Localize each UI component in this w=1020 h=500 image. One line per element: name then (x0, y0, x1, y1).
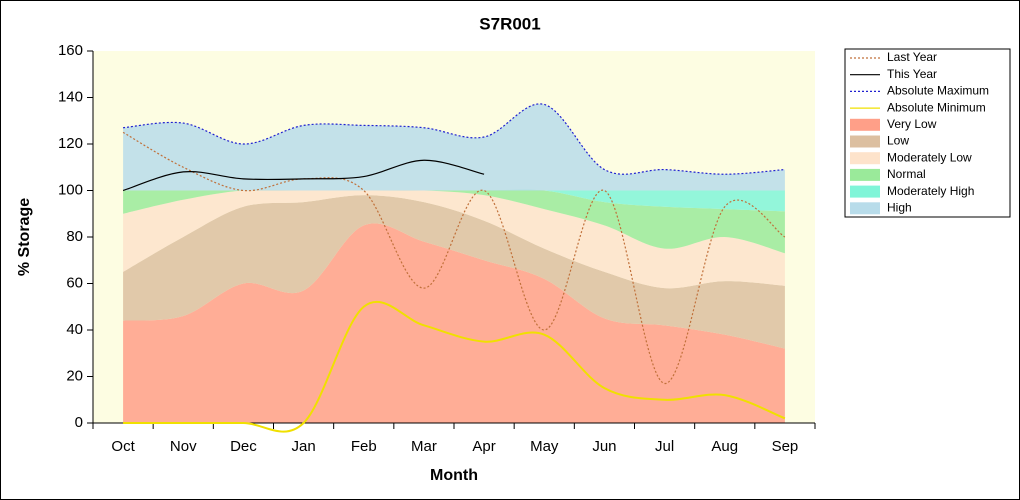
y-tick-label: 40 (66, 321, 83, 338)
legend-label: This Year (887, 67, 937, 81)
chart-title: S7R001 (479, 14, 540, 33)
x-tick-label: Sep (772, 438, 799, 455)
legend-swatch (850, 202, 880, 215)
y-tick-label: 20 (66, 367, 83, 384)
band-area (123, 189, 785, 254)
legend-label: High (887, 200, 912, 214)
x-axis-label: Month (430, 467, 478, 484)
plot: 0 20 40 60 80 100 120 140 160 Oct Nov Dec Jan Feb Mar A… (58, 42, 816, 455)
x-tick-label: Feb (351, 438, 377, 455)
band-area (123, 189, 785, 289)
legend-label: Absolute Minimum (887, 100, 986, 114)
x-tick-label: Aug (711, 438, 738, 455)
legend-label: Last Year (887, 50, 937, 64)
legend-label: Normal (887, 167, 926, 181)
legend: Last Year This Year Absolute Maximum Absolu… (850, 50, 989, 214)
y-axis-label: % Storage (16, 198, 33, 276)
series-line (123, 300, 786, 433)
y-tick-label: 120 (58, 135, 83, 152)
legend-swatch (850, 135, 880, 148)
x-tick-label: Jun (592, 438, 616, 455)
band-area (123, 189, 785, 212)
series-line (122, 131, 786, 385)
x-tick-label: Nov (170, 438, 197, 455)
legend-swatch (850, 118, 880, 131)
band-area (123, 223, 785, 423)
legend-swatch (850, 185, 880, 198)
y-tick-label: 100 (58, 181, 83, 198)
legend-label: Very Low (887, 117, 937, 131)
band-area (123, 103, 785, 191)
legend-swatch (850, 168, 880, 181)
y-tick-label: 0 (75, 414, 83, 431)
x-tick-label: Dec (230, 438, 257, 455)
band-area (123, 195, 785, 349)
x-tick-label: May (530, 438, 559, 455)
x-tick-label: Mar (411, 438, 437, 455)
x-tick-label: Apr (472, 438, 495, 455)
y-tick-label: 80 (66, 228, 83, 245)
y-tick-label: 140 (58, 88, 83, 105)
x-tick-label: Oct (111, 438, 135, 455)
legend-label: Moderately High (887, 184, 974, 198)
series-line (123, 103, 785, 175)
y-tick-label: 160 (58, 42, 83, 59)
legend-label: Absolute Maximum (887, 84, 989, 98)
legend-label: Moderately Low (887, 150, 972, 164)
x-tick-label: Jul (655, 438, 674, 455)
x-tick-label: Jan (291, 438, 315, 455)
series-line (122, 159, 485, 192)
legend-label: Low (887, 134, 909, 148)
y-tick-label: 60 (66, 274, 83, 291)
legend-swatch (850, 152, 880, 165)
